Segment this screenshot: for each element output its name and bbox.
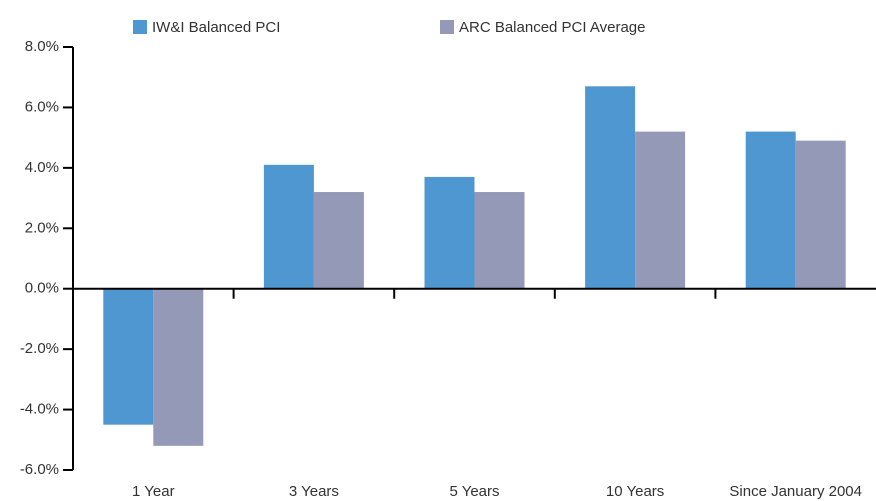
x-tick-label: 3 Years: [289, 483, 339, 500]
legend-swatch: [133, 20, 147, 34]
bar: [313, 192, 364, 289]
bar: [474, 192, 525, 289]
y-tick-label: 6.0%: [25, 98, 59, 115]
y-tick-label: 2.0%: [25, 219, 59, 236]
bar: [795, 140, 846, 289]
bar: [585, 86, 636, 289]
y-tick-label: -2.0%: [20, 340, 59, 357]
bar: [424, 176, 475, 289]
y-tick-label: 0.0%: [25, 280, 59, 297]
legend-label: IW&I Balanced PCI: [152, 19, 280, 36]
y-tick-label: -4.0%: [20, 401, 59, 418]
legend-label: ARC Balanced PCI Average: [459, 19, 646, 36]
bar: [745, 131, 796, 289]
bar: [263, 164, 314, 289]
legend-swatch: [440, 20, 454, 34]
bar: [103, 288, 154, 425]
y-tick-label: 4.0%: [25, 159, 59, 176]
y-tick-label: 8.0%: [25, 38, 59, 55]
bar: [153, 288, 204, 446]
bar: [635, 131, 686, 289]
x-tick-label: 5 Years: [449, 483, 499, 500]
y-tick-label: -6.0%: [20, 461, 59, 478]
x-tick-label: 10 Years: [606, 483, 664, 500]
x-tick-label: Since January 2004: [729, 483, 862, 500]
x-tick-label: 1 Year: [132, 483, 175, 500]
